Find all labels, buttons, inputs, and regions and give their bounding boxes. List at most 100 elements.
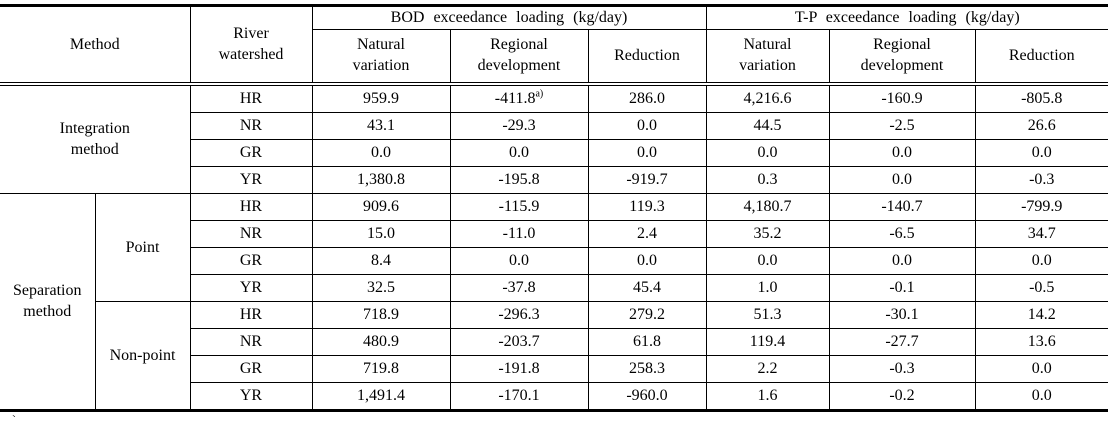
footnote-superscript: a) — [535, 88, 544, 100]
value-cell: 0.0 — [828, 139, 976, 167]
value-cell: 0.0 — [828, 247, 976, 275]
value-cell: -2.5 — [828, 112, 976, 140]
value-cell: 4,216.6 — [705, 83, 830, 113]
table-row: YR 1,491.4 -170.1 -960.0 1.6 -0.2 0.0 — [0, 382, 1108, 412]
col-header-bod-reduction: Reduction — [587, 29, 707, 86]
value-cell: 8.4 — [311, 247, 451, 275]
value-cell: -195.8 — [449, 166, 589, 194]
value-cell: -160.9 — [828, 83, 976, 113]
exceedance-loading-table: Method River watershed BOD exceedance lo… — [0, 4, 1108, 412]
value-cell: 34.7 — [974, 220, 1108, 248]
value-cell: -27.7 — [828, 328, 976, 356]
table-row: NR 15.0 -11.0 2.4 35.2 -6.5 34.7 — [0, 220, 1108, 248]
value-cell: 35.2 — [705, 220, 830, 248]
value-cell: 1,491.4 — [311, 382, 451, 412]
value-cell: 279.2 — [587, 301, 707, 329]
value-cell: 0.0 — [587, 247, 707, 275]
header-sub-row: Natural variation Regional development R… — [0, 29, 1108, 86]
value-cell: 0.0 — [449, 139, 589, 167]
col-header-bod-regional-development: Regional development — [449, 29, 589, 86]
value-cell: 15.0 — [311, 220, 451, 248]
value-cell: 0.0 — [449, 247, 589, 275]
col-header-river-watershed: River watershed — [189, 4, 313, 86]
value-cell: 1.6 — [705, 382, 830, 412]
col-header-method: Method — [0, 4, 191, 86]
value-cell: -0.2 — [828, 382, 976, 412]
river-cell: GR — [189, 139, 313, 167]
river-cell: HR — [189, 83, 313, 113]
value-cell: -30.1 — [828, 301, 976, 329]
col-header-bod-group: BOD exceedance loading (kg/day) — [311, 4, 707, 30]
exceedance-loading-table-wrap: Method River watershed BOD exceedance lo… — [0, 4, 1108, 412]
value-cell: -6.5 — [828, 220, 976, 248]
value-cell: 480.9 — [311, 328, 451, 356]
method-cell-separation: Separation method — [0, 193, 96, 412]
value-cell: -960.0 — [587, 382, 707, 412]
value-cell: 119.3 — [587, 193, 707, 221]
value-cell: 286.0 — [587, 83, 707, 113]
value-cell: 119.4 — [705, 328, 830, 356]
value-cell: -191.8 — [449, 355, 589, 383]
river-cell: NR — [189, 220, 313, 248]
value-cell: 1.0 — [705, 274, 830, 302]
method-cell-integration: Integration method — [0, 83, 191, 194]
value-cell: 0.0 — [974, 382, 1108, 412]
value-cell: -29.3 — [449, 112, 589, 140]
value-cell: 2.2 — [705, 355, 830, 383]
value-cell: 0.0 — [705, 247, 830, 275]
value-cell: -411.8a) — [449, 83, 589, 113]
river-cell: HR — [189, 193, 313, 221]
value-cell: 61.8 — [587, 328, 707, 356]
submethod-cell-point: Point — [94, 193, 191, 302]
table-row: Separation method Point HR 909.6 -115.9 … — [0, 193, 1108, 412]
river-cell: NR — [189, 112, 313, 140]
table-row: Non-point HR 718.9 -296.3 279.2 51.3 -30… — [0, 301, 1108, 412]
value-cell: 718.9 — [311, 301, 451, 329]
value-cell: 4,180.7 — [705, 193, 830, 221]
value-cell: -0.5 — [974, 274, 1108, 302]
river-cell: GR — [189, 355, 313, 383]
value-cell: 258.3 — [587, 355, 707, 383]
value-cell: 26.6 — [974, 112, 1108, 140]
value-cell: -170.1 — [449, 382, 589, 412]
value-cell: 2.4 — [587, 220, 707, 248]
value-cell: 0.3 — [705, 166, 830, 194]
river-cell: NR — [189, 328, 313, 356]
value-cell: 0.0 — [587, 139, 707, 167]
value-text: -411.8 — [494, 90, 536, 107]
river-cell: YR — [189, 166, 313, 194]
table-row: GR 8.4 0.0 0.0 0.0 0.0 0.0 — [0, 247, 1108, 275]
value-cell: 0.0 — [828, 166, 976, 194]
value-cell: 13.6 — [974, 328, 1108, 356]
col-header-tp-group: T-P exceedance loading (kg/day) — [705, 4, 1108, 30]
value-cell: 719.8 — [311, 355, 451, 383]
value-cell: -805.8 — [974, 83, 1108, 113]
col-header-tp-natural-variation: Natural variation — [705, 29, 830, 86]
river-cell: HR — [189, 301, 313, 329]
value-cell: -296.3 — [449, 301, 589, 329]
value-cell: 959.9 — [311, 83, 451, 113]
value-cell: 32.5 — [311, 274, 451, 302]
table-row: GR 0.0 0.0 0.0 0.0 0.0 0.0 — [0, 139, 1108, 167]
value-cell: -11.0 — [449, 220, 589, 248]
value-cell: 0.0 — [974, 247, 1108, 275]
col-header-tp-regional-development: Regional development — [828, 29, 976, 86]
table-row: YR 32.5 -37.8 45.4 1.0 -0.1 -0.5 — [0, 274, 1108, 302]
value-cell: -0.1 — [828, 274, 976, 302]
value-cell: 1,380.8 — [311, 166, 451, 194]
footnote-marker-clipped: a) — [7, 412, 1108, 417]
table-row: GR 719.8 -191.8 258.3 2.2 -0.3 0.0 — [0, 355, 1108, 383]
submethod-cell-nonpoint: Non-point — [94, 301, 191, 412]
value-cell: 0.0 — [311, 139, 451, 167]
value-cell: 909.6 — [311, 193, 451, 221]
value-cell: -203.7 — [449, 328, 589, 356]
col-header-tp-reduction: Reduction — [974, 29, 1108, 86]
header-group-row: Method River watershed BOD exceedance lo… — [0, 4, 1108, 86]
value-cell: 51.3 — [705, 301, 830, 329]
value-cell: 0.0 — [705, 139, 830, 167]
value-cell: 0.0 — [974, 355, 1108, 383]
value-cell: 45.4 — [587, 274, 707, 302]
table-row: Integration method HR 959.9 -411.8a) 286… — [0, 83, 1108, 194]
value-cell: -115.9 — [449, 193, 589, 221]
value-cell: -799.9 — [974, 193, 1108, 221]
